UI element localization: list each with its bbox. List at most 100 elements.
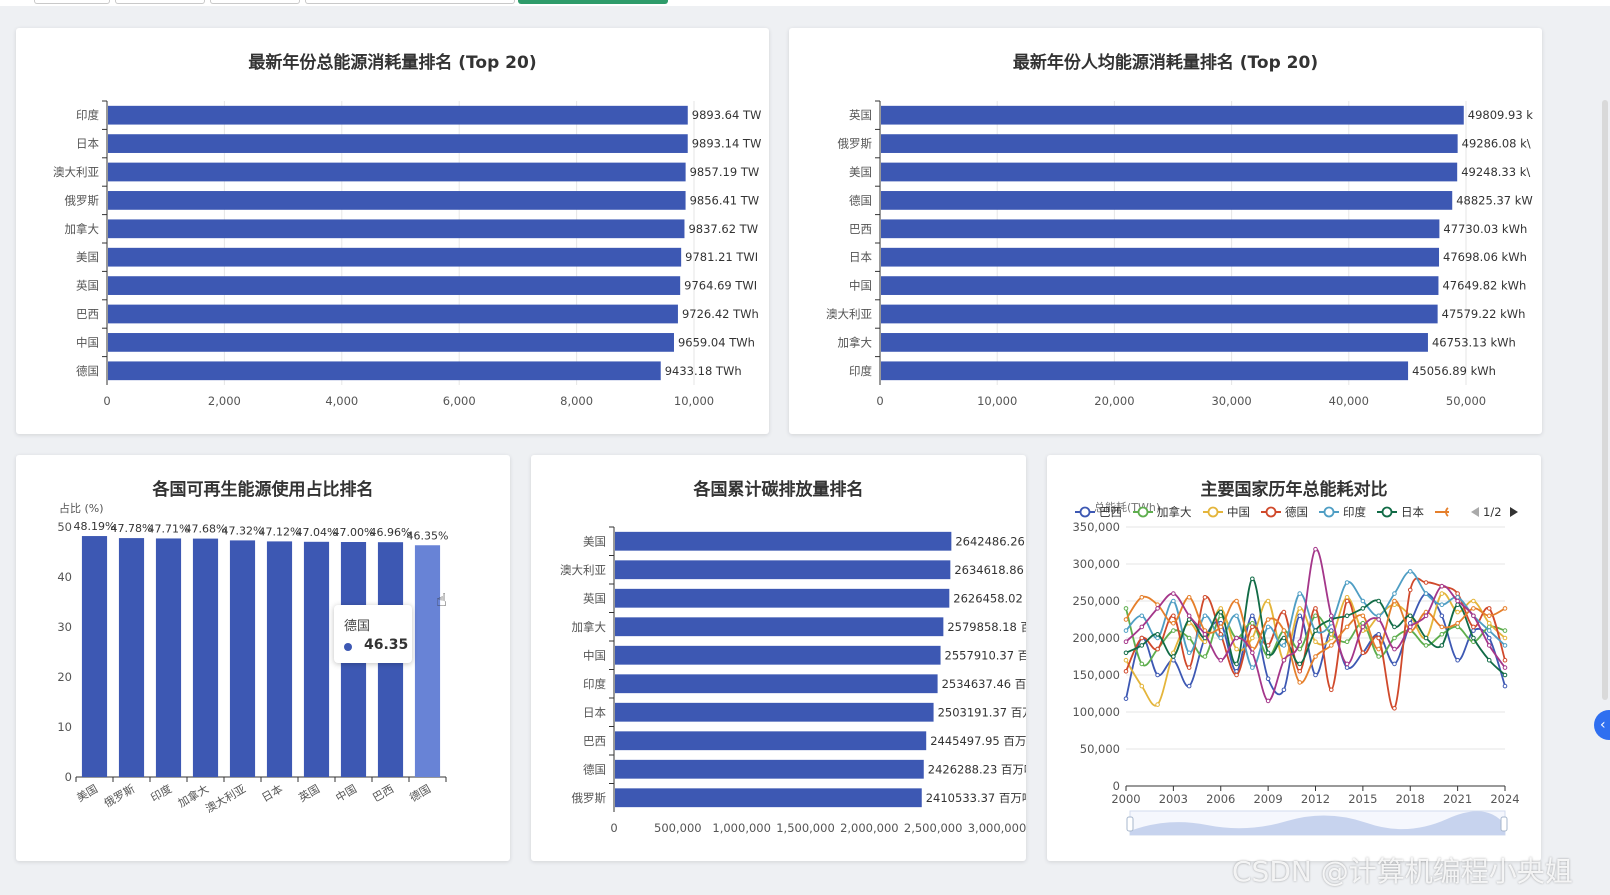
bar (108, 247, 682, 267)
x-tick-label: 1,000,000 (712, 821, 771, 835)
series-point (1376, 654, 1381, 659)
x-tick-label: 2015 (1348, 792, 1377, 806)
bar (108, 219, 685, 239)
y-tick-label: 200,000 (1072, 631, 1120, 645)
bar (108, 276, 681, 295)
series-point (1376, 617, 1381, 622)
bar (192, 538, 219, 777)
tab-stub-1[interactable] (34, 0, 110, 4)
y-tick-label: 巴西 (76, 307, 99, 321)
x-tick-label: 德国 (407, 781, 433, 804)
bar-data-label: 47.04% (296, 526, 338, 539)
bar-data-label: 2642486.26 百 (955, 534, 1026, 548)
datazoom-handle-left (1126, 816, 1134, 832)
y-tick-label: 俄罗斯 (838, 137, 873, 151)
bar-data-label: 47.00% (333, 526, 375, 539)
bar-data-label: 9659.04 TWh (678, 335, 755, 349)
bar (108, 162, 686, 182)
series-point (1471, 613, 1476, 619)
renewable-share-bar-chart: 占比 (%) 0 10 20 30 40 50 48.19% 美国 47.78% 俄罗斯 47.71%… (57, 501, 448, 816)
y-tick-label: 300,000 (1072, 557, 1120, 571)
series-point (1123, 628, 1129, 633)
series-point (1139, 595, 1145, 600)
bar (615, 645, 941, 665)
series-point (1218, 635, 1224, 641)
bar-data-label: 2445497.95 百万吨 (930, 734, 1026, 748)
y-tick-label: 俄罗斯 (572, 791, 607, 805)
y-tick-label: 美国 (583, 534, 606, 548)
chart-title: 主要国家历年总能耗对比 (1200, 480, 1388, 500)
y-tick-label: 德国 (849, 193, 872, 207)
tab-stub-3[interactable] (210, 0, 300, 4)
legend-marker (1381, 506, 1393, 518)
total-energy-bar-chart: 0 2,000 4,000 6,000 8,000 10,000 印度 9893.64 TW 日… (53, 100, 762, 408)
series-point (1234, 661, 1239, 667)
series-point (1423, 643, 1429, 648)
legend-marker (1265, 506, 1277, 518)
series-point (1265, 598, 1271, 604)
tab-stub-active[interactable] (518, 0, 668, 4)
bar-data-label: 9893.14 TW (692, 137, 762, 151)
bar-data-label: 9856.41 TW (690, 193, 760, 207)
tab-stub-2[interactable] (115, 0, 205, 4)
bar (615, 560, 951, 580)
series-point (1502, 657, 1508, 663)
chart-title: 各国可再生能源使用占比排名 (152, 480, 374, 500)
bar-data-label: 47649.82 kWh (1442, 279, 1526, 293)
series-point (1360, 613, 1366, 619)
side-panel-toggle-icon[interactable]: ‹ (1594, 710, 1610, 740)
tooltip-value: 46.35 (364, 637, 409, 653)
bar-data-label: 46.96% (370, 526, 412, 539)
bar-data-label: 45056.89 kWh (1412, 364, 1496, 378)
series-point (1328, 643, 1334, 648)
y-tick-label: 澳大利亚 (560, 563, 606, 577)
y-tick-label: 加拿大 (838, 335, 873, 349)
series-point (1250, 650, 1255, 656)
series-point (1439, 643, 1445, 648)
legend-label: 中国 (1227, 505, 1250, 519)
page-scrollbar[interactable] (1602, 100, 1608, 700)
series-point (1281, 657, 1287, 663)
series-point (1407, 613, 1413, 619)
series-point (1265, 617, 1271, 622)
series-point (1313, 606, 1318, 611)
y-tick-label: 澳大利亚 (826, 307, 872, 321)
bar-data-label: 48.19% (74, 520, 116, 533)
series-point (1123, 650, 1129, 656)
series-point (1328, 687, 1334, 693)
x-tick-label: 2003 (1159, 792, 1188, 806)
chart-title: 最新年份人均能源消耗量排名 (Top 20) (1012, 53, 1319, 73)
bar (881, 361, 1409, 381)
x-tick-label: 日本 (259, 781, 285, 804)
y-tick-label: 100,000 (1072, 705, 1120, 719)
series-point (1123, 617, 1129, 622)
tab-stub-4[interactable] (305, 0, 515, 4)
series-point (1265, 624, 1271, 630)
chart-title: 各国累计碳排放量排名 (693, 480, 864, 500)
bar (881, 162, 1458, 182)
series-point (1250, 624, 1255, 630)
series-point (1486, 657, 1492, 663)
series-point (1265, 698, 1271, 704)
x-tick-label: 0 (876, 394, 883, 408)
y-tick-label: 印度 (849, 364, 872, 378)
bar (881, 219, 1440, 239)
x-tick-label: 2012 (1301, 792, 1330, 806)
y-tick-label: 俄罗斯 (65, 193, 100, 207)
series-point (1392, 598, 1397, 604)
bar-data-label: 47.12% (259, 525, 301, 538)
series-point (1455, 620, 1460, 626)
bar (881, 247, 1440, 267)
bar-data-label: 9764.69 TWI (684, 279, 757, 293)
series-point (1486, 628, 1492, 633)
x-tick-label: 8,000 (560, 394, 593, 408)
y-tick-label: 50 (57, 520, 72, 534)
series-point (1423, 635, 1429, 641)
y-tick-label: 美国 (849, 165, 872, 179)
series-point (1265, 676, 1271, 681)
y-tick-label: 澳大利亚 (53, 165, 99, 179)
y-tick-label: 德国 (76, 364, 99, 378)
y-tick-label: 250,000 (1072, 594, 1120, 608)
bar-data-label: 2579858.18 百万 (947, 620, 1026, 634)
series-point (1407, 587, 1413, 593)
